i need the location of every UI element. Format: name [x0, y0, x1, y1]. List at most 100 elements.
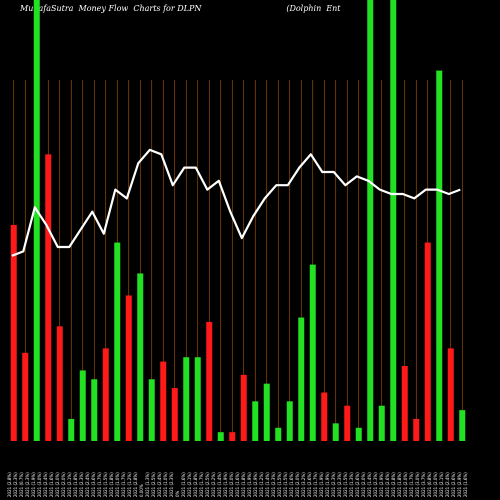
- x-tick-label: 2021 (3.6%): [91, 472, 96, 497]
- money-inflow-bar: [459, 410, 466, 441]
- money-inflow-bar: [367, 0, 374, 441]
- money-inflow-bar: [286, 401, 293, 441]
- x-tick-label: 2021 (1.3%): [349, 472, 354, 497]
- money-outflow-bar: [102, 348, 109, 441]
- x-tick-label: 2021 (2.8%): [133, 472, 138, 497]
- x-tick-label: 2021 (1.5%): [283, 472, 288, 497]
- money-inflow-bar: [378, 405, 385, 441]
- x-tick-label: 2021 (2.2%): [211, 472, 216, 497]
- money-inflow-bar: [263, 383, 270, 441]
- chart-title-company: (Dolphin Ent: [286, 4, 341, 13]
- money-outflow-bar: [240, 374, 247, 441]
- x-tick-label: 2021 (1.6%): [289, 472, 294, 497]
- x-tick-label: 2021 (1.4%): [217, 472, 222, 497]
- x-tick-label: 2021 (1.7%): [199, 472, 204, 497]
- x-tick-label: 2021 (2.3%): [25, 472, 30, 497]
- money-outflow-bar: [344, 405, 351, 441]
- x-tick-label: 2021 (1.7%): [121, 472, 126, 497]
- x-tick-label: 2021 (1.4%): [265, 472, 270, 497]
- x-tick-label: 2021 (1.0%): [163, 472, 168, 497]
- x-tick-label: 2021 (1.6%): [49, 472, 54, 497]
- money-inflow-bar: [137, 273, 144, 441]
- money-inflow-bar: [309, 264, 316, 441]
- x-tick-label: 2021 (2.3%): [13, 472, 18, 497]
- chart-title-main: MunafaSutra Money Flow Charts for DLPN: [20, 4, 202, 13]
- x-tick-label: 2021 (2.9%): [253, 472, 258, 497]
- x-tick-label: 2021 (2.0%): [295, 472, 300, 497]
- x-tick-label: 2021 (3.0%): [37, 472, 42, 497]
- x-tick-label: 2021 (1.5%): [343, 472, 348, 497]
- x-tick-label: 2021 (2.3%): [271, 472, 276, 497]
- price-line: [11, 148, 461, 257]
- x-tick-label: 2021 (1.6%): [463, 472, 468, 497]
- money-outflow-bar: [447, 348, 454, 441]
- x-tick-label: 2021 (2.3%): [373, 472, 378, 497]
- money-inflow-bar: [275, 427, 282, 441]
- x-tick-label: 2021 (0.8%): [427, 472, 432, 497]
- x-tick-label: 2021 (2.0%): [229, 472, 234, 497]
- x-tick-label: 2021 (2.3%): [331, 472, 336, 497]
- x-tick-label: 2021 (2.8%): [193, 472, 198, 497]
- x-tick-label: 2021 (3.0%): [415, 472, 420, 497]
- money-inflow-bar: [79, 370, 86, 441]
- money-flow-bars: [10, 0, 466, 441]
- money-inflow-bar: [114, 242, 121, 441]
- x-tick-label: 2021 (1.9%): [223, 472, 228, 497]
- x-tick-label: 2021 (1.9%): [247, 472, 252, 497]
- x-tick-label: 2021 (3.7%): [421, 472, 426, 497]
- x-tick-label: 2021 (1.2%): [127, 472, 132, 497]
- x-tick-label: 2021 (2.6%): [451, 472, 456, 497]
- money-outflow-bar: [125, 295, 132, 441]
- x-tick-label: 2021 (2.1%): [439, 472, 444, 497]
- x-tick-label: 2021 (2.5%): [151, 472, 156, 497]
- x-tick-label: 2021 (2.4%): [445, 472, 450, 497]
- x-tick-label: 2021 (2.1%): [67, 472, 72, 497]
- money-inflow-bar: [252, 401, 259, 441]
- x-tick-label: 2021 (2.4%): [85, 472, 90, 497]
- money-inflow-bar: [194, 357, 201, 441]
- money-inflow-bar: [217, 432, 224, 441]
- x-tick-label: 2021 (2.4%): [43, 472, 48, 497]
- x-tick-label: 2021 (3.2%): [301, 472, 306, 497]
- x-tick-label: 2021 (2.4%): [157, 472, 162, 497]
- x-tick-label: 2021 (1.7%): [313, 472, 318, 497]
- money-inflow-bar: [33, 0, 40, 441]
- money-outflow-bar: [229, 432, 236, 441]
- money-outflow-bar: [22, 352, 29, 441]
- x-tick-label: 2021 (1.3%): [145, 472, 150, 497]
- x-tick-label: 2021 (2.9%): [457, 472, 462, 497]
- x-tick-label: 2021 (2.0%): [361, 472, 366, 497]
- x-tick-label: 2021 (1.9%): [319, 472, 324, 497]
- x-tick-label: 2021 (1.2%): [259, 472, 264, 497]
- x-tick-label: 2021 (2.3%): [79, 472, 84, 497]
- money-inflow-bar: [298, 317, 305, 441]
- money-outflow-bar: [45, 154, 52, 441]
- money-outflow-bar: [424, 242, 431, 441]
- money-inflow-bar: [332, 423, 339, 441]
- x-tick-label: 2021 (2.6%): [307, 472, 312, 497]
- money-inflow-bar: [68, 418, 75, 441]
- x-tick-label: 2021 (1.8%): [73, 472, 78, 497]
- x-tick-label: 2021 (2.0%): [433, 472, 438, 497]
- x-tick-label: 2021 (1.6%): [235, 472, 240, 497]
- x-tick-label: 2021 (2.6%): [355, 472, 360, 497]
- x-tick-label: 2021 (1.4%): [367, 472, 372, 497]
- x-axis-tick-labels: 2021 (2.8%) 2021 (2.3%) 2021 (0.7%) 2021 (2…: [7, 472, 468, 497]
- money-outflow-bar: [160, 361, 167, 441]
- money-outflow-bar: [413, 418, 420, 441]
- money-inflow-bar: [91, 379, 98, 441]
- money-inflow-bar: [436, 70, 443, 441]
- x-tick-label: 2021 (2.1%): [187, 472, 192, 497]
- money-outflow-bar: [171, 388, 178, 441]
- money-inflow-bar: [355, 427, 362, 441]
- x-tick-label: 2021 (1.8%): [397, 472, 402, 497]
- x-tick-label: 2021 (1.9%): [325, 472, 330, 497]
- x-tick-label: 0%: [175, 490, 180, 497]
- x-tick-label: 2021 (2.0%): [403, 472, 408, 497]
- x-tick-label: 2021 (2.3%): [169, 472, 174, 497]
- x-tick-label: 2021 (1.0%): [115, 472, 120, 497]
- x-tick-label: 2021 (2.8%): [391, 472, 396, 497]
- chart-title: MunafaSutra Money Flow Charts for DLPN (D…: [20, 4, 341, 13]
- x-tick-label: 2021 (2.0%): [55, 472, 60, 497]
